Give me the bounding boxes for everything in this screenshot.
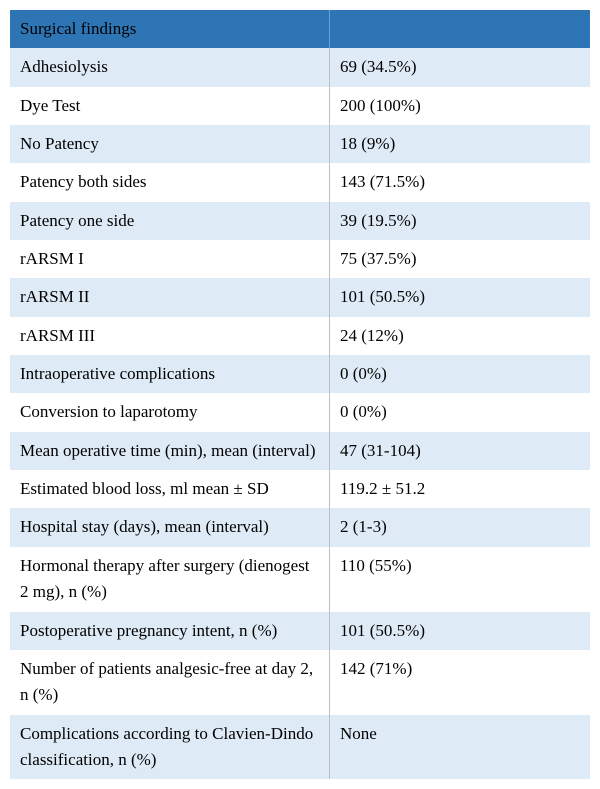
table-row: Patency both sides143 (71.5%) [10,163,590,201]
row-value: 119.2 ± 51.2 [330,470,590,508]
row-label: Complications according to Clavien-Dindo… [10,715,330,780]
row-label: Intraoperative complications [10,355,330,393]
row-value: 142 (71%) [330,650,590,715]
row-value: 143 (71.5%) [330,163,590,201]
row-value: 101 (50.5%) [330,612,590,650]
table-row: No Patency18 (9%) [10,125,590,163]
table-row: Conversion to laparotomy0 (0%) [10,393,590,431]
row-value: 39 (19.5%) [330,202,590,240]
table-row: rARSM II101 (50.5%) [10,278,590,316]
table-row: Dye Test200 (100%) [10,87,590,125]
row-value: None [330,715,590,780]
row-label: Hormonal therapy after surgery (dienoges… [10,547,330,612]
row-value: 110 (55%) [330,547,590,612]
row-value: 24 (12%) [330,317,590,355]
table-row: Hormonal therapy after surgery (dienoges… [10,547,590,612]
row-label: Hospital stay (days), mean (interval) [10,508,330,546]
row-value: 0 (0%) [330,393,590,431]
table-row: Hospital stay (days), mean (interval)2 (… [10,508,590,546]
row-label: No Patency [10,125,330,163]
table-row: Estimated blood loss, ml mean ± SD119.2 … [10,470,590,508]
row-label: Patency both sides [10,163,330,201]
table-header: Surgical findings [10,10,330,48]
table-row: Complications according to Clavien-Dindo… [10,715,590,780]
table-row: rARSM I75 (37.5%) [10,240,590,278]
row-value: 75 (37.5%) [330,240,590,278]
table-row: Mean operative time (min), mean (interva… [10,432,590,470]
row-label: Number of patients analgesic-free at day… [10,650,330,715]
row-label: rARSM I [10,240,330,278]
row-value: 18 (9%) [330,125,590,163]
table-row: Postoperative pregnancy intent, n (%)101… [10,612,590,650]
row-label: Patency one side [10,202,330,240]
row-value: 200 (100%) [330,87,590,125]
row-value: 101 (50.5%) [330,278,590,316]
table-header-row: Surgical findings [10,10,590,48]
table-row: Adhesiolysis69 (34.5%) [10,48,590,86]
table-header-spacer [330,10,590,48]
row-label: Mean operative time (min), mean (interva… [10,432,330,470]
row-label: Adhesiolysis [10,48,330,86]
table-row: rARSM III24 (12%) [10,317,590,355]
table-row: Patency one side39 (19.5%) [10,202,590,240]
row-label: Postoperative pregnancy intent, n (%) [10,612,330,650]
row-label: Dye Test [10,87,330,125]
table-body: Adhesiolysis69 (34.5%)Dye Test200 (100%)… [10,48,590,779]
row-label: rARSM III [10,317,330,355]
row-label: Estimated blood loss, ml mean ± SD [10,470,330,508]
table-row: Intraoperative complications0 (0%) [10,355,590,393]
table-row: Number of patients analgesic-free at day… [10,650,590,715]
row-value: 0 (0%) [330,355,590,393]
row-label: Conversion to laparotomy [10,393,330,431]
row-value: 69 (34.5%) [330,48,590,86]
surgical-findings-table: Surgical findings Adhesiolysis69 (34.5%)… [10,10,590,779]
row-value: 2 (1-3) [330,508,590,546]
row-label: rARSM II [10,278,330,316]
row-value: 47 (31-104) [330,432,590,470]
